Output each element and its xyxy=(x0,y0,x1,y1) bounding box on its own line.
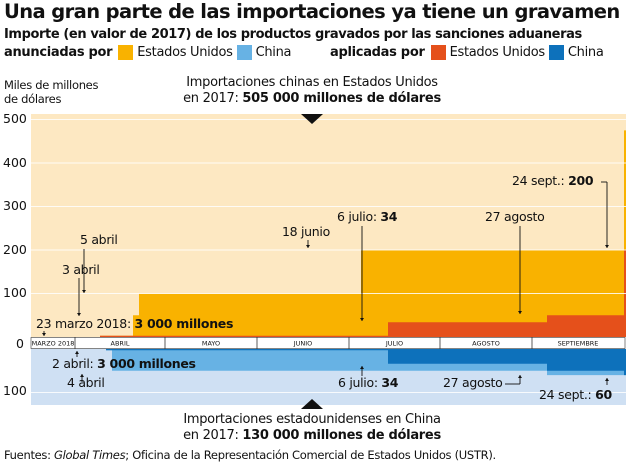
annotation-5-abril: 5 abril xyxy=(80,232,118,247)
month-label: MARZO 2018 xyxy=(32,340,75,348)
top-note-value: 505 000 millones de dólares xyxy=(242,91,441,106)
arrow-6-julio-china-head xyxy=(360,366,364,369)
month-label: AGOSTO xyxy=(472,340,500,348)
annotation-6-julio-china: 6 julio: 34 xyxy=(338,375,399,390)
bottom-note-line1: Importaciones estadounidenses en China xyxy=(183,412,441,427)
arrow-24-sept-head xyxy=(605,245,609,248)
arrow-6-julio-head xyxy=(360,318,364,321)
annotation-24-sept-china: 24 sept.: 60 xyxy=(539,387,612,402)
annotation-2-abril: 2 abril: 3 000 millones xyxy=(52,356,196,371)
bottom-note: Importaciones estadounidenses en China e… xyxy=(183,412,441,444)
y-tick-label: 400 xyxy=(3,155,27,170)
month-label: JULIO xyxy=(385,340,403,348)
annotation-18-junio: 18 junio xyxy=(282,224,330,239)
bottom-note-value: 130 000 millones de dólares xyxy=(242,428,441,443)
arrow-24-sept-china-head xyxy=(605,378,609,381)
top-note-prefix: en 2017: xyxy=(183,91,243,106)
chart-subtitle: Importe (en valor de 2017) de los produc… xyxy=(4,27,582,42)
legend-label-us-announced: Estados Unidos xyxy=(137,45,233,60)
month-label: MAYO xyxy=(202,340,220,348)
y-tick-label: 300 xyxy=(3,198,27,213)
legend-swatch-us-applied xyxy=(430,45,446,60)
arrow-2-abril-head xyxy=(75,351,79,354)
arrow-4-abril-head xyxy=(80,374,84,377)
legend-announced: anunciadas por Estados Unidos China xyxy=(4,45,295,60)
y-tick-label: 200 xyxy=(3,242,27,257)
y-tick-label-lower: 100 xyxy=(3,383,27,398)
series-estados-unidos-anunciadas xyxy=(100,130,626,337)
series-estados-unidos-aplicadas xyxy=(100,250,626,337)
legend-label-china-announced: China xyxy=(255,45,292,60)
arrow-27-agosto-china-head xyxy=(518,375,522,378)
source-italic: Global Times xyxy=(54,448,126,462)
y-axis-unit: Miles de millones de dólares xyxy=(4,78,99,106)
source-note: Fuentes: Global Times; Oficina de la Rep… xyxy=(4,448,496,462)
arrow-18-junio-head xyxy=(306,245,310,248)
annotation-24-sept: 24 sept.: 200 xyxy=(512,173,594,188)
legend-applied: aplicadas por Estados Unidos China xyxy=(330,45,608,60)
top-note: Importaciones chinas en Estados Unidos e… xyxy=(183,75,441,107)
arrow-3-abril-head xyxy=(77,313,81,316)
annotation-6-julio: 6 julio: 34 xyxy=(337,209,398,224)
legend-swatch-china-applied xyxy=(548,45,564,60)
legend-announced-label: anunciadas por xyxy=(4,45,113,60)
y-tick-label: 100 xyxy=(3,285,27,300)
y-tick-label: 500 xyxy=(3,111,27,126)
legend-label-us-applied: Estados Unidos xyxy=(449,45,546,60)
legend-swatch-us-announced xyxy=(118,45,134,60)
arrow-23-marzo-head xyxy=(42,333,46,336)
legend-swatch-china-announced xyxy=(236,45,252,60)
month-label: ABRIL xyxy=(111,340,130,348)
legend-applied-label: aplicadas por xyxy=(330,45,425,60)
legend-label-china-applied: China xyxy=(567,45,604,60)
series-china-aplicadas xyxy=(106,349,626,376)
annotation-27-agosto: 27 agosto xyxy=(485,209,545,224)
top-note-triangle-icon xyxy=(301,114,323,124)
month-axis xyxy=(30,337,626,349)
annotation-3-abril: 3 abril xyxy=(62,262,100,277)
arrow-5-abril-head xyxy=(82,290,86,293)
top-note-line2: en 2017: 505 000 millones de dólares xyxy=(183,91,441,107)
bottom-note-prefix: en 2017: xyxy=(183,428,243,443)
annotation-4-abril: 4 abril xyxy=(67,375,105,390)
annotation-27-agosto-china: 27 agosto xyxy=(443,375,503,390)
chart-title: Una gran parte de las importaciones ya t… xyxy=(4,0,620,23)
month-label: JUNIO xyxy=(293,340,313,348)
y-tick-label: 0 xyxy=(16,336,24,351)
month-label: SEPTIEMBRE xyxy=(558,340,599,348)
source-prefix: Fuentes: xyxy=(4,448,55,462)
arrow-27-agosto-head xyxy=(518,311,522,314)
bottom-note-triangle-icon xyxy=(301,399,323,409)
source-rest: ; Oficina de la Representación Comercial… xyxy=(125,448,496,462)
annotation-23-marzo: 23 marzo 2018: 3 000 millones xyxy=(36,316,234,331)
top-note-line1: Importaciones chinas en Estados Unidos xyxy=(186,75,438,90)
bottom-note-line2: en 2017: 130 000 millones de dólares xyxy=(183,428,441,444)
